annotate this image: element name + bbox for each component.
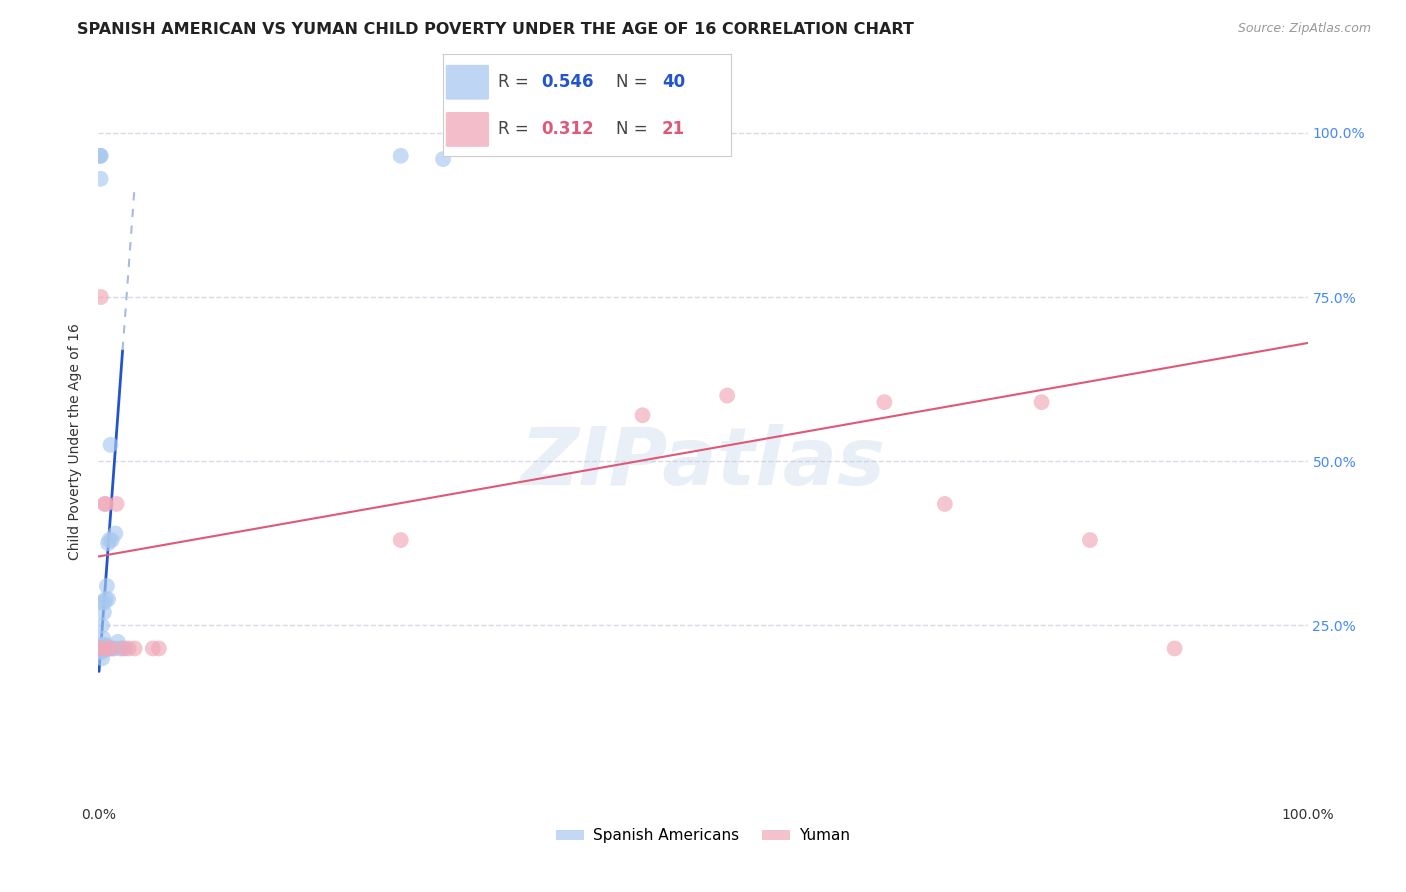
Point xyxy=(389,533,412,547)
Point xyxy=(90,638,112,652)
Point xyxy=(432,152,454,166)
Point xyxy=(1078,533,1101,547)
Point xyxy=(389,149,412,163)
Point xyxy=(90,171,112,186)
Point xyxy=(89,149,111,163)
Point xyxy=(98,533,121,547)
Y-axis label: Child Poverty Under the Age of 16: Child Poverty Under the Age of 16 xyxy=(69,323,83,560)
Point xyxy=(90,290,112,304)
Point xyxy=(89,641,111,656)
Point xyxy=(90,149,112,163)
Point xyxy=(94,641,117,656)
FancyBboxPatch shape xyxy=(446,112,489,147)
Point xyxy=(104,526,127,541)
Point xyxy=(98,641,121,656)
Text: 40: 40 xyxy=(662,73,685,91)
Point xyxy=(107,635,129,649)
Point xyxy=(873,395,896,409)
Point xyxy=(93,497,115,511)
Point xyxy=(93,595,115,609)
Point xyxy=(114,641,136,656)
Point xyxy=(108,641,131,656)
Point xyxy=(97,592,120,607)
Point xyxy=(142,641,165,656)
Point xyxy=(1163,641,1185,656)
Text: Source: ZipAtlas.com: Source: ZipAtlas.com xyxy=(1237,22,1371,36)
Point xyxy=(93,638,115,652)
Point xyxy=(94,592,117,607)
Point xyxy=(101,641,124,656)
Point xyxy=(91,632,114,646)
Point xyxy=(124,641,146,656)
Point xyxy=(1031,395,1053,409)
Point xyxy=(91,618,114,632)
Text: 0.546: 0.546 xyxy=(541,73,593,91)
Text: R =: R = xyxy=(498,73,534,91)
Point xyxy=(91,641,114,656)
Point xyxy=(100,641,122,656)
Text: R =: R = xyxy=(498,120,534,138)
Point xyxy=(103,641,125,656)
Point xyxy=(91,641,114,656)
Point xyxy=(716,388,738,402)
Point xyxy=(97,536,120,550)
Point xyxy=(148,641,170,656)
Point xyxy=(94,497,117,511)
Point xyxy=(89,149,111,163)
Text: 0.312: 0.312 xyxy=(541,120,593,138)
Text: SPANISH AMERICAN VS YUMAN CHILD POVERTY UNDER THE AGE OF 16 CORRELATION CHART: SPANISH AMERICAN VS YUMAN CHILD POVERTY … xyxy=(77,22,914,37)
Point xyxy=(118,641,141,656)
Text: 21: 21 xyxy=(662,120,685,138)
Point xyxy=(91,645,114,659)
Point xyxy=(93,605,115,619)
FancyBboxPatch shape xyxy=(446,65,489,100)
Point xyxy=(94,638,117,652)
Point xyxy=(90,641,112,656)
Point xyxy=(96,641,118,656)
Point xyxy=(631,409,654,423)
Point xyxy=(97,641,120,656)
Point xyxy=(105,497,128,511)
Point xyxy=(111,641,134,656)
Text: ZIPatlas: ZIPatlas xyxy=(520,425,886,502)
Text: N =: N = xyxy=(616,120,652,138)
Point xyxy=(100,438,122,452)
Point xyxy=(96,579,118,593)
Point xyxy=(90,645,112,659)
Point xyxy=(100,533,122,547)
Point xyxy=(91,638,114,652)
Legend: Spanish Americans, Yuman: Spanish Americans, Yuman xyxy=(550,822,856,849)
Point xyxy=(93,641,115,656)
Point xyxy=(934,497,956,511)
Point xyxy=(91,641,114,656)
Point xyxy=(94,641,117,656)
Point xyxy=(93,641,115,656)
Point xyxy=(91,651,114,665)
Text: N =: N = xyxy=(616,73,652,91)
Point xyxy=(90,595,112,609)
